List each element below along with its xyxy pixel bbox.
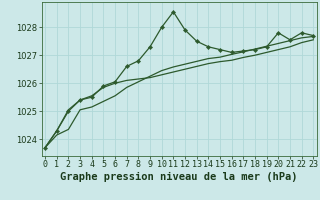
X-axis label: Graphe pression niveau de la mer (hPa): Graphe pression niveau de la mer (hPa) xyxy=(60,172,298,182)
